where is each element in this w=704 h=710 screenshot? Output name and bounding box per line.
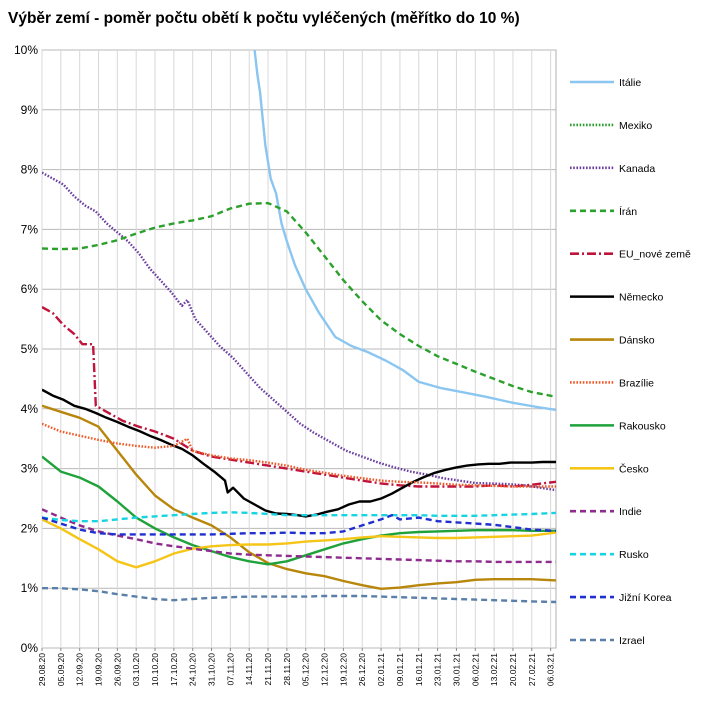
series-line: [42, 171, 556, 492]
series-line: [253, 50, 556, 412]
x-tick-label: 26.12.20: [357, 653, 367, 686]
x-tick-label: 12.09.20: [75, 653, 85, 686]
legend-label: Jižní Korea: [619, 592, 672, 604]
legend: Itálie Mexiko Kanada Írán EU_nové země Německ…: [570, 77, 691, 647]
x-tick-label: 30.01.21: [451, 653, 461, 686]
x-tick-label: 09.01.21: [395, 653, 405, 686]
y-tick-label: 5%: [21, 342, 39, 356]
y-tick-label: 7%: [21, 222, 39, 236]
legend-label: Rakousko: [619, 420, 666, 432]
legend-label: Dánsko: [619, 335, 655, 347]
y-tick-label: 3%: [21, 462, 39, 476]
legend-label: Brazílie: [619, 377, 654, 389]
x-tick-label: 19.09.20: [94, 653, 104, 686]
series-line: [42, 514, 556, 536]
y-tick-label: 8%: [21, 163, 39, 177]
axes: 0% 1% 2% 3% 4% 5% 6% 7% 8% 9% 10% 29.08.20 05.09.20 1…: [14, 43, 556, 686]
x-tick-label: 29.08.20: [37, 653, 47, 686]
x-tick-label: 05.12.20: [301, 653, 311, 686]
x-tick-label: 02.01.21: [376, 653, 386, 686]
x-tick-label: 27.02.21: [527, 653, 537, 686]
x-tick-label: 16.01.21: [414, 653, 424, 686]
legend-label: Indie: [619, 506, 642, 518]
y-tick-label: 0%: [21, 641, 39, 655]
x-tick-label: 26.09.20: [112, 653, 122, 686]
x-tick-label: 19.12.20: [338, 653, 348, 686]
legend-label: Mexiko: [619, 120, 652, 132]
x-tick-label: 12.12.20: [320, 653, 330, 686]
y-tick-label: 4%: [21, 402, 39, 416]
series-line: [42, 404, 556, 590]
chart-title: Výběr zemí - poměr počtu obětí k počtu v…: [8, 10, 520, 27]
x-tick-label: 06.03.21: [546, 653, 556, 686]
legend-label: Kanada: [619, 163, 655, 175]
legend-label: Írán: [619, 205, 637, 218]
x-tick-label: 14.11.20: [244, 653, 254, 686]
series-line: [42, 518, 556, 569]
x-tick-label: 05.09.20: [56, 653, 66, 686]
y-tick-label: 10%: [14, 43, 38, 57]
series-line: [42, 511, 556, 523]
x-tick-label: 13.02.21: [489, 653, 499, 686]
x-tick-label: 20.02.21: [508, 653, 518, 686]
y-tick-label: 9%: [21, 103, 39, 117]
x-tick-label: 07.11.20: [225, 653, 235, 686]
legend-label: Německo: [619, 292, 664, 304]
series-line: [42, 508, 556, 564]
series-line: [42, 201, 556, 398]
x-tick-label: 23.01.21: [433, 653, 443, 686]
y-tick-label: 1%: [21, 581, 39, 595]
x-tick-label: 28.11.20: [282, 653, 292, 686]
x-tick-label: 10.10.20: [150, 653, 160, 686]
legend-label: Itálie: [619, 77, 641, 89]
x-tick-label: 17.10.20: [169, 653, 179, 686]
x-tick-label: 06.02.21: [470, 653, 480, 686]
legend-label: Izrael: [619, 635, 645, 647]
y-tick-label: 2%: [21, 521, 39, 535]
y-tick-label: 6%: [21, 282, 39, 296]
x-tick-label: 24.10.20: [188, 653, 198, 686]
legend-label: EU_nové země: [619, 249, 691, 261]
series-line: [42, 422, 556, 488]
legend-label: Česko: [619, 462, 649, 475]
x-tick-label: 03.10.20: [131, 653, 141, 686]
series-lines: [42, 50, 556, 604]
series-line: [42, 587, 556, 604]
x-tick-label: 21.11.20: [263, 653, 273, 686]
series-line: [42, 455, 556, 566]
series-line: [42, 306, 556, 488]
legend-label: Rusko: [619, 549, 649, 561]
x-tick-label: 31.10.20: [207, 653, 217, 686]
